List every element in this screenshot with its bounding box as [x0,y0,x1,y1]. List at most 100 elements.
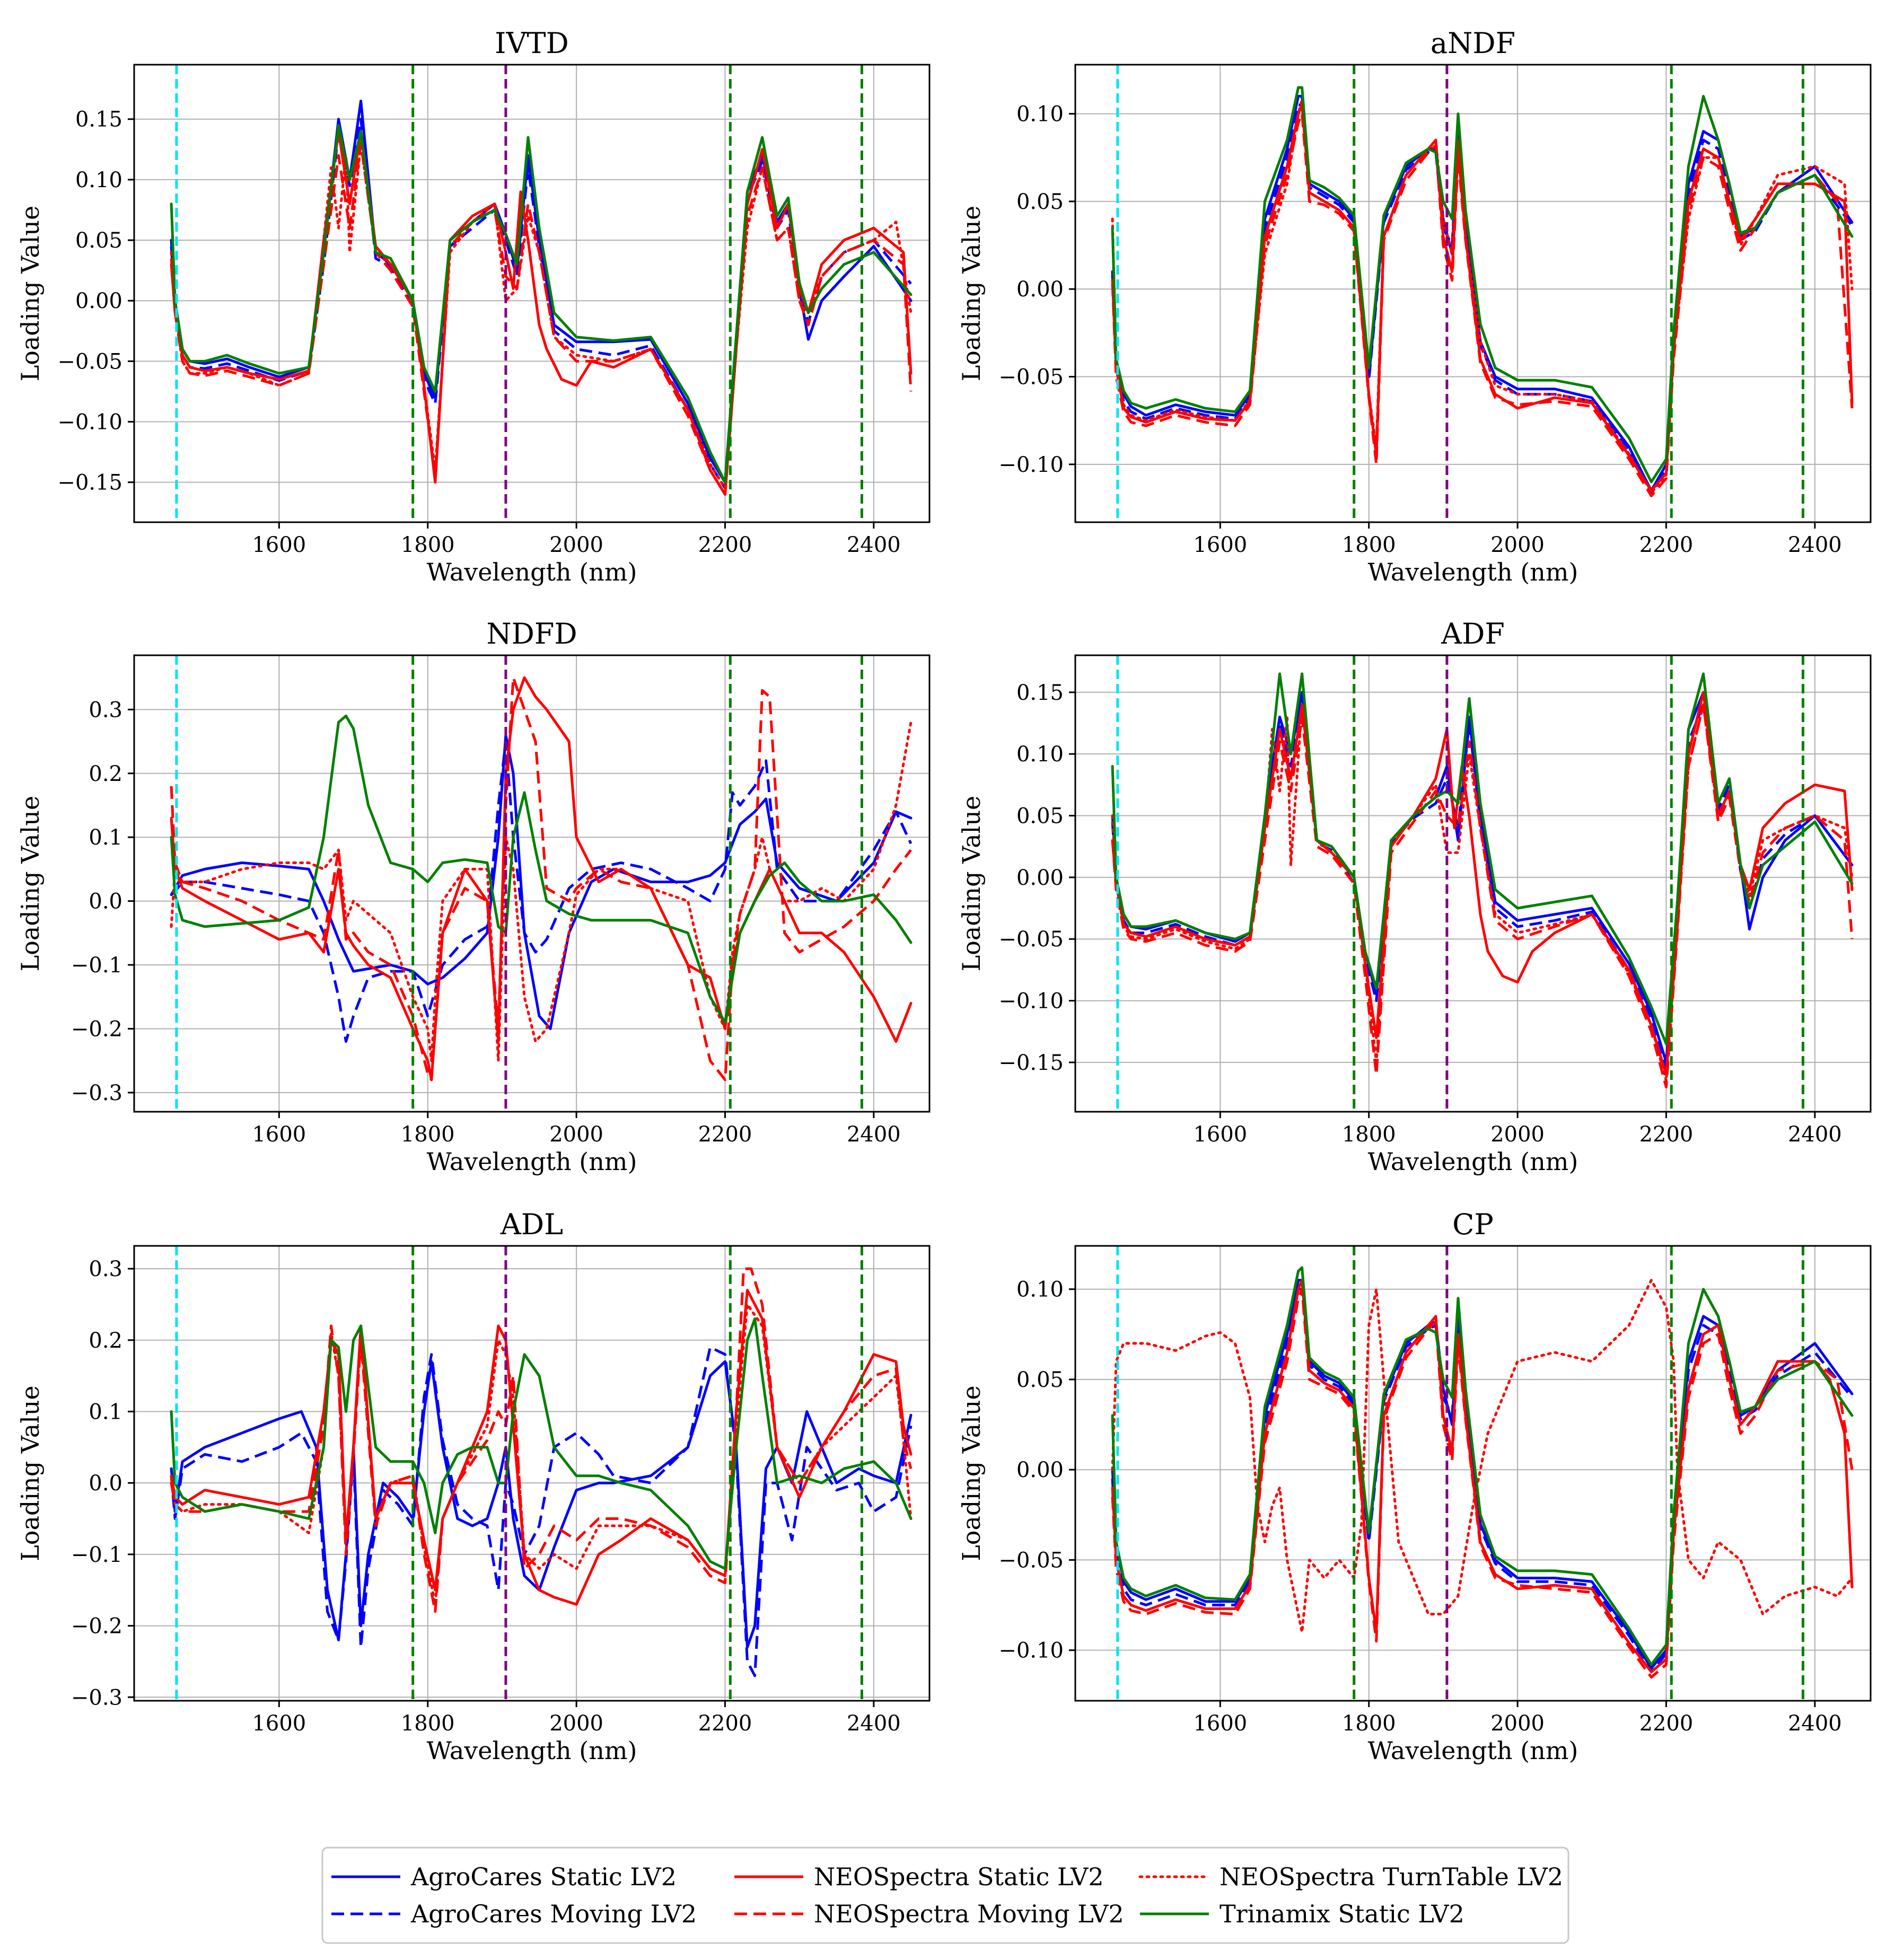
y-tick-label: −0.3 [71,1685,122,1710]
x-tick-label: 1800 [401,1711,455,1736]
series-line-neospectra-turntable-lv2 [1111,98,1854,494]
subplot-ivtd: 1600 1800 2000 2200 2400 −0.15 −0.10 −0.05 0.00 0… [16,27,931,586]
y-axis-label: Loading Value [16,206,45,382]
x-tick-label: 1800 [1342,1711,1396,1736]
x-tick-label: 1800 [401,1122,455,1147]
y-tick-label: −0.10 [998,1639,1064,1663]
y-tick-label: 0.10 [1016,1278,1064,1302]
series-group [170,100,913,496]
x-tick-label: 2000 [549,1711,603,1736]
x-tick-label: 1800 [401,533,455,557]
chart-title: ADF [1441,617,1505,651]
series-line-neospectra-static-lv2 [1111,691,1854,1076]
x-tick-label: 2400 [1788,533,1842,557]
legend-item-trinamix: Trinamix Static LV2 [1140,1900,1464,1928]
chart-title: aNDF [1431,27,1515,60]
series-line-trinamix-static-lv2 [170,124,913,484]
series-line-trinamix-static-lv2 [1111,1266,1854,1666]
reference-lines [1116,1246,1804,1701]
subplot-adl: 1600 1800 2000 2200 2400 −0.3 −0.2 −0.1 0.0 0.1 0.… [16,1208,931,1765]
reference-lines [175,1246,863,1701]
y-tick-label: 0.0 [89,890,122,914]
legend-item-neo_moving: NEOSpectra Moving LV2 [734,1900,1124,1928]
series-line-neospectra-moving-lv2 [170,676,912,1082]
grid [134,655,929,1112]
y-tick-label: 0.00 [1016,277,1064,302]
y-tick-label: 0.0 [89,1471,122,1496]
legend-item-neo_static: NEOSpectra Static LV2 [734,1862,1104,1891]
series-line-agrocares-static-lv2 [1111,95,1854,492]
x-tick-label: 1600 [252,533,306,557]
reference-lines [175,65,863,522]
legend-label: AgroCares Moving LV2 [410,1900,697,1928]
y-tick-label: 0.3 [89,698,122,722]
y-axis-label: Loading Value [957,1385,986,1561]
chart-title: IVTD [495,27,569,60]
series-line-neospectra-moving-lv2 [1111,703,1854,1088]
y-tick-label: −0.1 [71,953,122,978]
plot-frame [133,1245,931,1702]
legend-item-neo_turntable: NEOSpectra TurnTable LV2 [1138,1862,1563,1891]
y-tick-label: 0.2 [89,1329,122,1353]
x-tick-label: 1600 [1193,1711,1247,1736]
series-line-trinamix-static-lv2 [1111,672,1854,1045]
x-tick-label: 2000 [1490,533,1545,557]
y-axis-label: Loading Value [957,206,986,382]
series-line-neospectra-static-lv2 [1111,103,1854,492]
y-tick-label: 0.15 [75,108,122,132]
x-tick-label: 2400 [1788,1711,1842,1736]
x-tick-label: 2000 [549,1122,603,1147]
reference-lines [1116,65,1804,522]
y-tick-label: 0.10 [1016,742,1064,767]
legend-label: AgroCares Static LV2 [410,1862,677,1891]
x-axis-label: Wavelength (nm) [427,1736,637,1765]
series-group [170,676,913,1082]
plot-frame [1074,654,1872,1113]
y-tick-label: 0.05 [1016,190,1064,214]
y-tick-label: 0.2 [89,762,122,786]
y-axis-label: Loading Value [16,1385,45,1561]
x-tick-label: 2200 [698,1122,752,1147]
y-tick-label: −0.15 [57,471,122,495]
y-tick-label: −0.2 [71,1614,122,1639]
series-group [1111,86,1854,497]
x-tick-label: 2200 [1639,1711,1694,1736]
x-tick-label: 2400 [847,1711,901,1736]
x-axis-label: Wavelength (nm) [1368,1147,1578,1176]
x-tick-label: 1600 [1193,533,1247,557]
y-tick-label: 0.10 [75,168,122,192]
y-tick-label: 0.05 [75,228,122,253]
y-tick-label: −0.05 [998,365,1064,390]
plot-frame [1074,1245,1872,1702]
x-tick-label: 1600 [1193,1122,1247,1147]
series-group [170,1267,913,1677]
y-tick-label: −0.05 [57,349,122,374]
x-tick-label: 2400 [847,1122,901,1147]
grid [1075,65,1871,522]
legend-frame [321,1847,1569,1944]
legend: AgroCares Static LV2 AgroCares Moving LV2… [321,1847,1569,1944]
legend-label: Trinamix Static LV2 [1220,1900,1464,1928]
subplot-ndfd: 1600 1800 2000 2200 2400 −0.3 −0.2 −0.1 0.0 0.1 0.… [16,617,931,1176]
chart-title: CP [1452,1208,1494,1241]
chart-title: NDFD [486,617,577,651]
x-tick-label: 2200 [1639,533,1694,557]
series-group [1111,1266,1854,1679]
chart-title: ADL [500,1208,563,1241]
series-group [1111,672,1854,1088]
series-line-agrocares-static-lv2 [170,734,913,1030]
series-line-trinamix-static-lv2 [170,1317,913,1570]
plot-frame [133,654,931,1113]
y-tick-label: 0.10 [1016,102,1064,127]
x-axis-label: Wavelength (nm) [1368,1736,1578,1765]
x-tick-label: 1800 [1342,533,1396,557]
y-tick-label: −0.2 [71,1017,122,1041]
series-line-neospectra-turntable-lv2 [1111,703,1854,1083]
x-tick-label: 1800 [1342,1122,1396,1147]
y-tick-label: −0.05 [998,927,1064,952]
series-line-neospectra-turntable-lv2 [170,142,913,490]
grid [134,65,929,522]
y-tick-label: −0.05 [998,1548,1064,1572]
series-line-neospectra-turntable-lv2 [170,720,913,1062]
